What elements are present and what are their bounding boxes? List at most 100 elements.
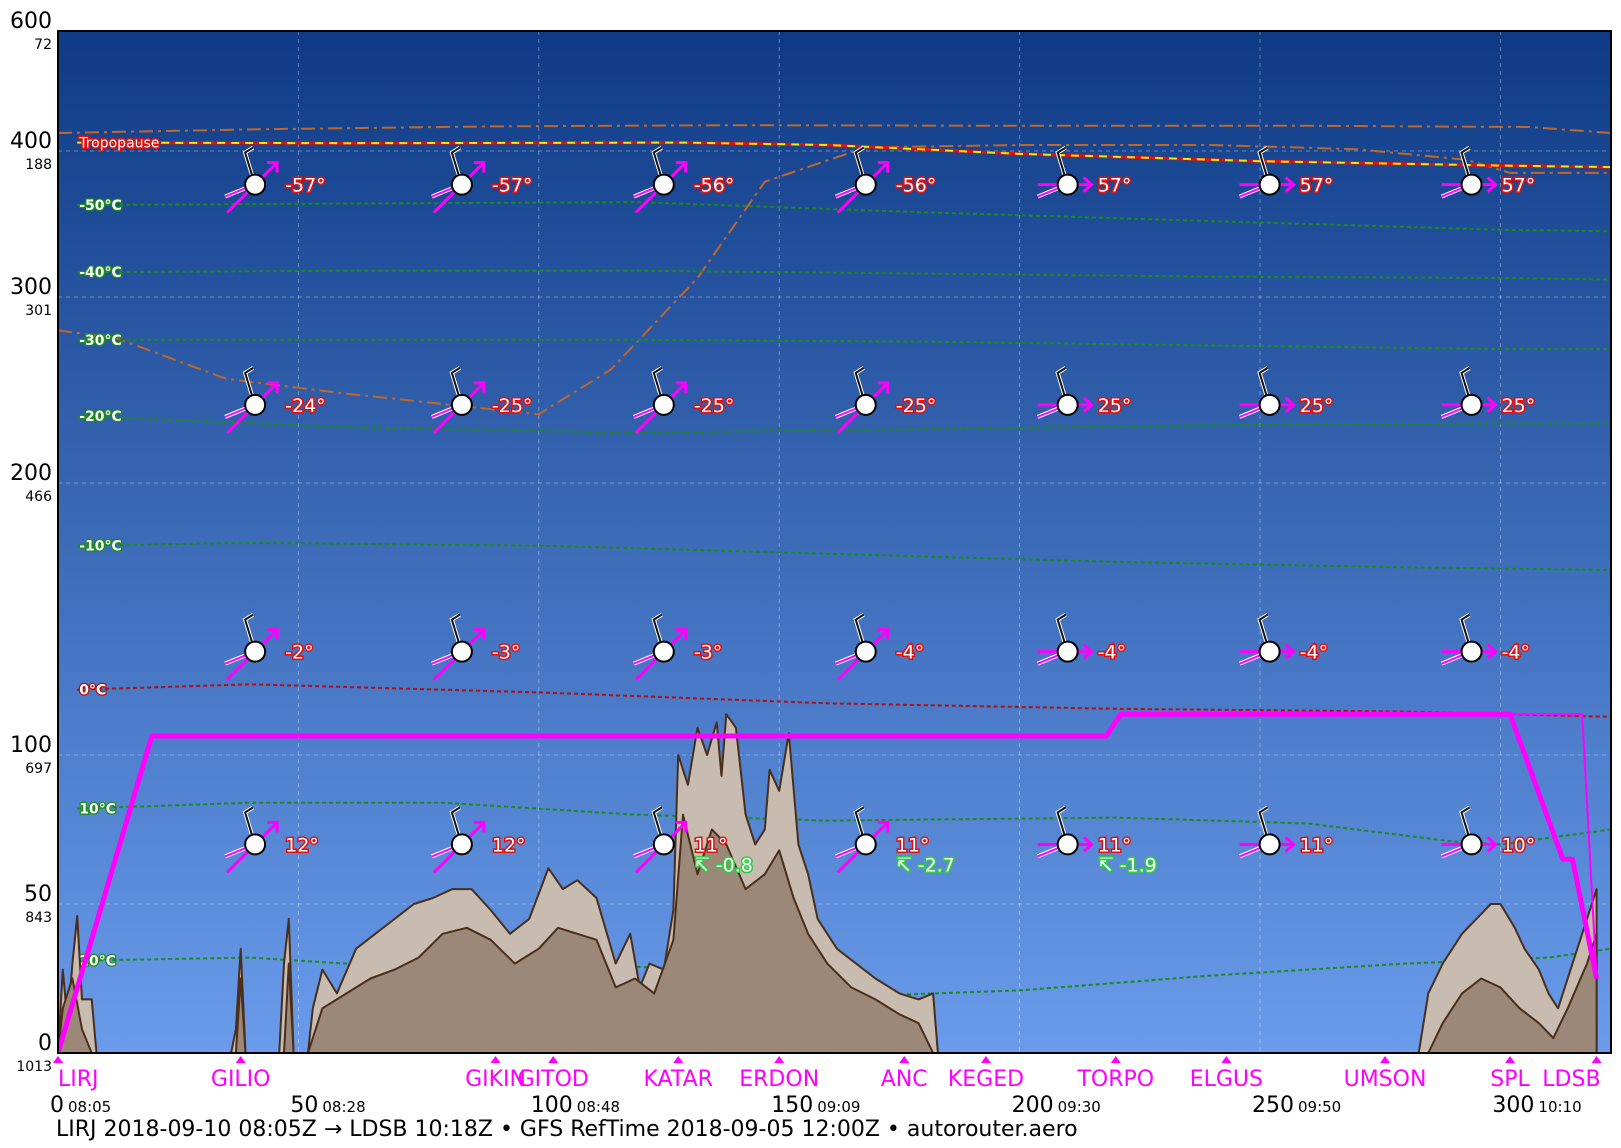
y-tick-sublabel: 843 (25, 910, 52, 926)
wind-barb-icon (1238, 612, 1296, 666)
x-tick-time: 08:05 (68, 1098, 111, 1116)
waypoint-label: GITOD (518, 1067, 589, 1092)
wind-barb-icon (224, 145, 279, 214)
waypoint-marker (1380, 1056, 1391, 1063)
y-tick-label: 0 (38, 1031, 52, 1056)
plot-frame (57, 30, 1612, 1054)
wind-temp-label: -3° (694, 642, 722, 664)
wind-temp-label: 57° (1098, 175, 1132, 197)
wind-barb-icon (1440, 805, 1498, 859)
x-tick-label: 150 (771, 1093, 813, 1118)
wind-temp-label: -25° (492, 395, 533, 417)
waypoint-marker (980, 1056, 991, 1063)
isotherm-line (77, 269, 1611, 281)
y-tick-sublabel: 466 (25, 489, 52, 505)
wind-temp-label: -57° (492, 175, 533, 197)
wind-barb-icon (633, 366, 688, 434)
wind-barb-icon (1440, 612, 1498, 666)
x-tick-time: 08:48 (577, 1098, 620, 1116)
waypoint-marker (490, 1056, 501, 1063)
isotherm-label: -20°C (79, 409, 122, 425)
wind-temp-label: 12° (492, 834, 526, 856)
y-axis: 0 1013 50 843 100 697 200 466 300 301 400 188 600 72 (10, 9, 52, 1075)
waypoint-marker (1591, 1056, 1602, 1063)
y-tick-label: 400 (10, 129, 52, 154)
wind-barb-icon (1238, 805, 1296, 859)
wind-barb-icon (834, 805, 890, 874)
y-tick-label: 300 (10, 275, 52, 300)
waypoint-label: ANC (881, 1067, 928, 1092)
wind-temp-label: -3° (492, 642, 520, 664)
waypoint-marker (1110, 1056, 1121, 1063)
wind-temp-label: -2° (285, 642, 313, 664)
waypoint-marker (673, 1056, 684, 1063)
wind-barb-icon (1036, 145, 1094, 199)
wind-temp-label: -56° (896, 175, 937, 197)
wind-barb-icon (1238, 145, 1296, 199)
terrain-mean-area (58, 813, 1598, 1053)
y-tick-sublabel: 1013 (16, 1059, 52, 1075)
x-tick-time: 09:30 (1058, 1098, 1101, 1116)
x-tick-label: 250 (1252, 1093, 1294, 1118)
waypoint-label: ELGUS (1190, 1067, 1263, 1092)
wind-barb-icon (633, 612, 688, 681)
x-tick-label: 50 (290, 1093, 318, 1118)
wind-barb-icon (224, 805, 279, 874)
x-axis: 0 08:05 50 08:28 100 08:48 150 09:09 200 09:30 250… (50, 1093, 1582, 1118)
waypoint-label: KEGED (948, 1067, 1024, 1092)
y-tick-sublabel: 188 (25, 157, 52, 173)
wind-temp-label: 57° (1502, 175, 1536, 197)
wind-temp-label: 11° (1300, 834, 1334, 856)
x-tick-time: 09:50 (1298, 1098, 1341, 1116)
waypoint-label: KATAR (644, 1067, 713, 1092)
wind-barb-icon (1036, 366, 1094, 419)
wind-barb-icon (224, 612, 279, 681)
wind-temp-label: 12° (285, 834, 319, 856)
isotherm-label: -40°C (79, 265, 122, 281)
turbulence-label: ↸ -2.7 (896, 854, 955, 876)
wind-temp-label: -25° (896, 395, 937, 417)
x-tick-label: 200 (1012, 1093, 1054, 1118)
x-tick-time: 10:10 (1538, 1098, 1581, 1116)
isotherm-line (77, 338, 1611, 351)
waypoint-label: GIKIN (465, 1067, 526, 1092)
waypoint-label: LDSB (1542, 1067, 1600, 1092)
plot-background (58, 31, 1611, 1053)
waypoint-marker (548, 1056, 559, 1063)
wind-temp-label: 10° (1502, 834, 1536, 856)
waypoint-label: ERDON (739, 1067, 819, 1092)
tropopause-label: Tropopause (78, 136, 159, 152)
isotherm-label: 10°C (79, 802, 116, 818)
waypoint-marker (899, 1056, 910, 1063)
waypoint-label: GILIO (211, 1067, 271, 1092)
turbulence-label: ↸ -1.9 (1098, 854, 1157, 876)
wind-temp-label: -4° (1098, 642, 1126, 664)
wind-temp-label: -4° (1300, 642, 1328, 664)
wind-barb-icon (431, 366, 486, 434)
x-tick-label: 300 (1492, 1093, 1534, 1118)
waypoint-label: SPL (1490, 1067, 1530, 1092)
y-tick-sublabel: 301 (25, 303, 52, 319)
isotherm-line (77, 541, 1611, 571)
temperature-trace-line (58, 144, 1611, 416)
wind-barb-icon (1036, 805, 1094, 859)
wind-temp-label: -25° (694, 395, 735, 417)
y-tick-label: 100 (10, 733, 52, 758)
y-tick-sublabel: 72 (34, 37, 52, 53)
wind-temp-label: -24° (285, 395, 326, 417)
y-tick-label: 200 (10, 461, 52, 486)
wind-barb-icon (431, 612, 486, 681)
waypoint-marker (1505, 1056, 1516, 1063)
wind-barb-icon (1440, 145, 1498, 199)
wind-temp-label: -57° (285, 175, 326, 197)
x-tick-label: 0 (50, 1093, 64, 1118)
wind-barb-icon (834, 145, 890, 214)
wind-barb-icon (431, 145, 486, 214)
wind-temp-label: -56° (694, 175, 735, 197)
waypoint-marker (53, 1056, 63, 1063)
wind-barb-icon (633, 805, 688, 874)
wind-temp-label: 11° (1098, 834, 1132, 856)
wind-temp-label: 11° (896, 834, 930, 856)
